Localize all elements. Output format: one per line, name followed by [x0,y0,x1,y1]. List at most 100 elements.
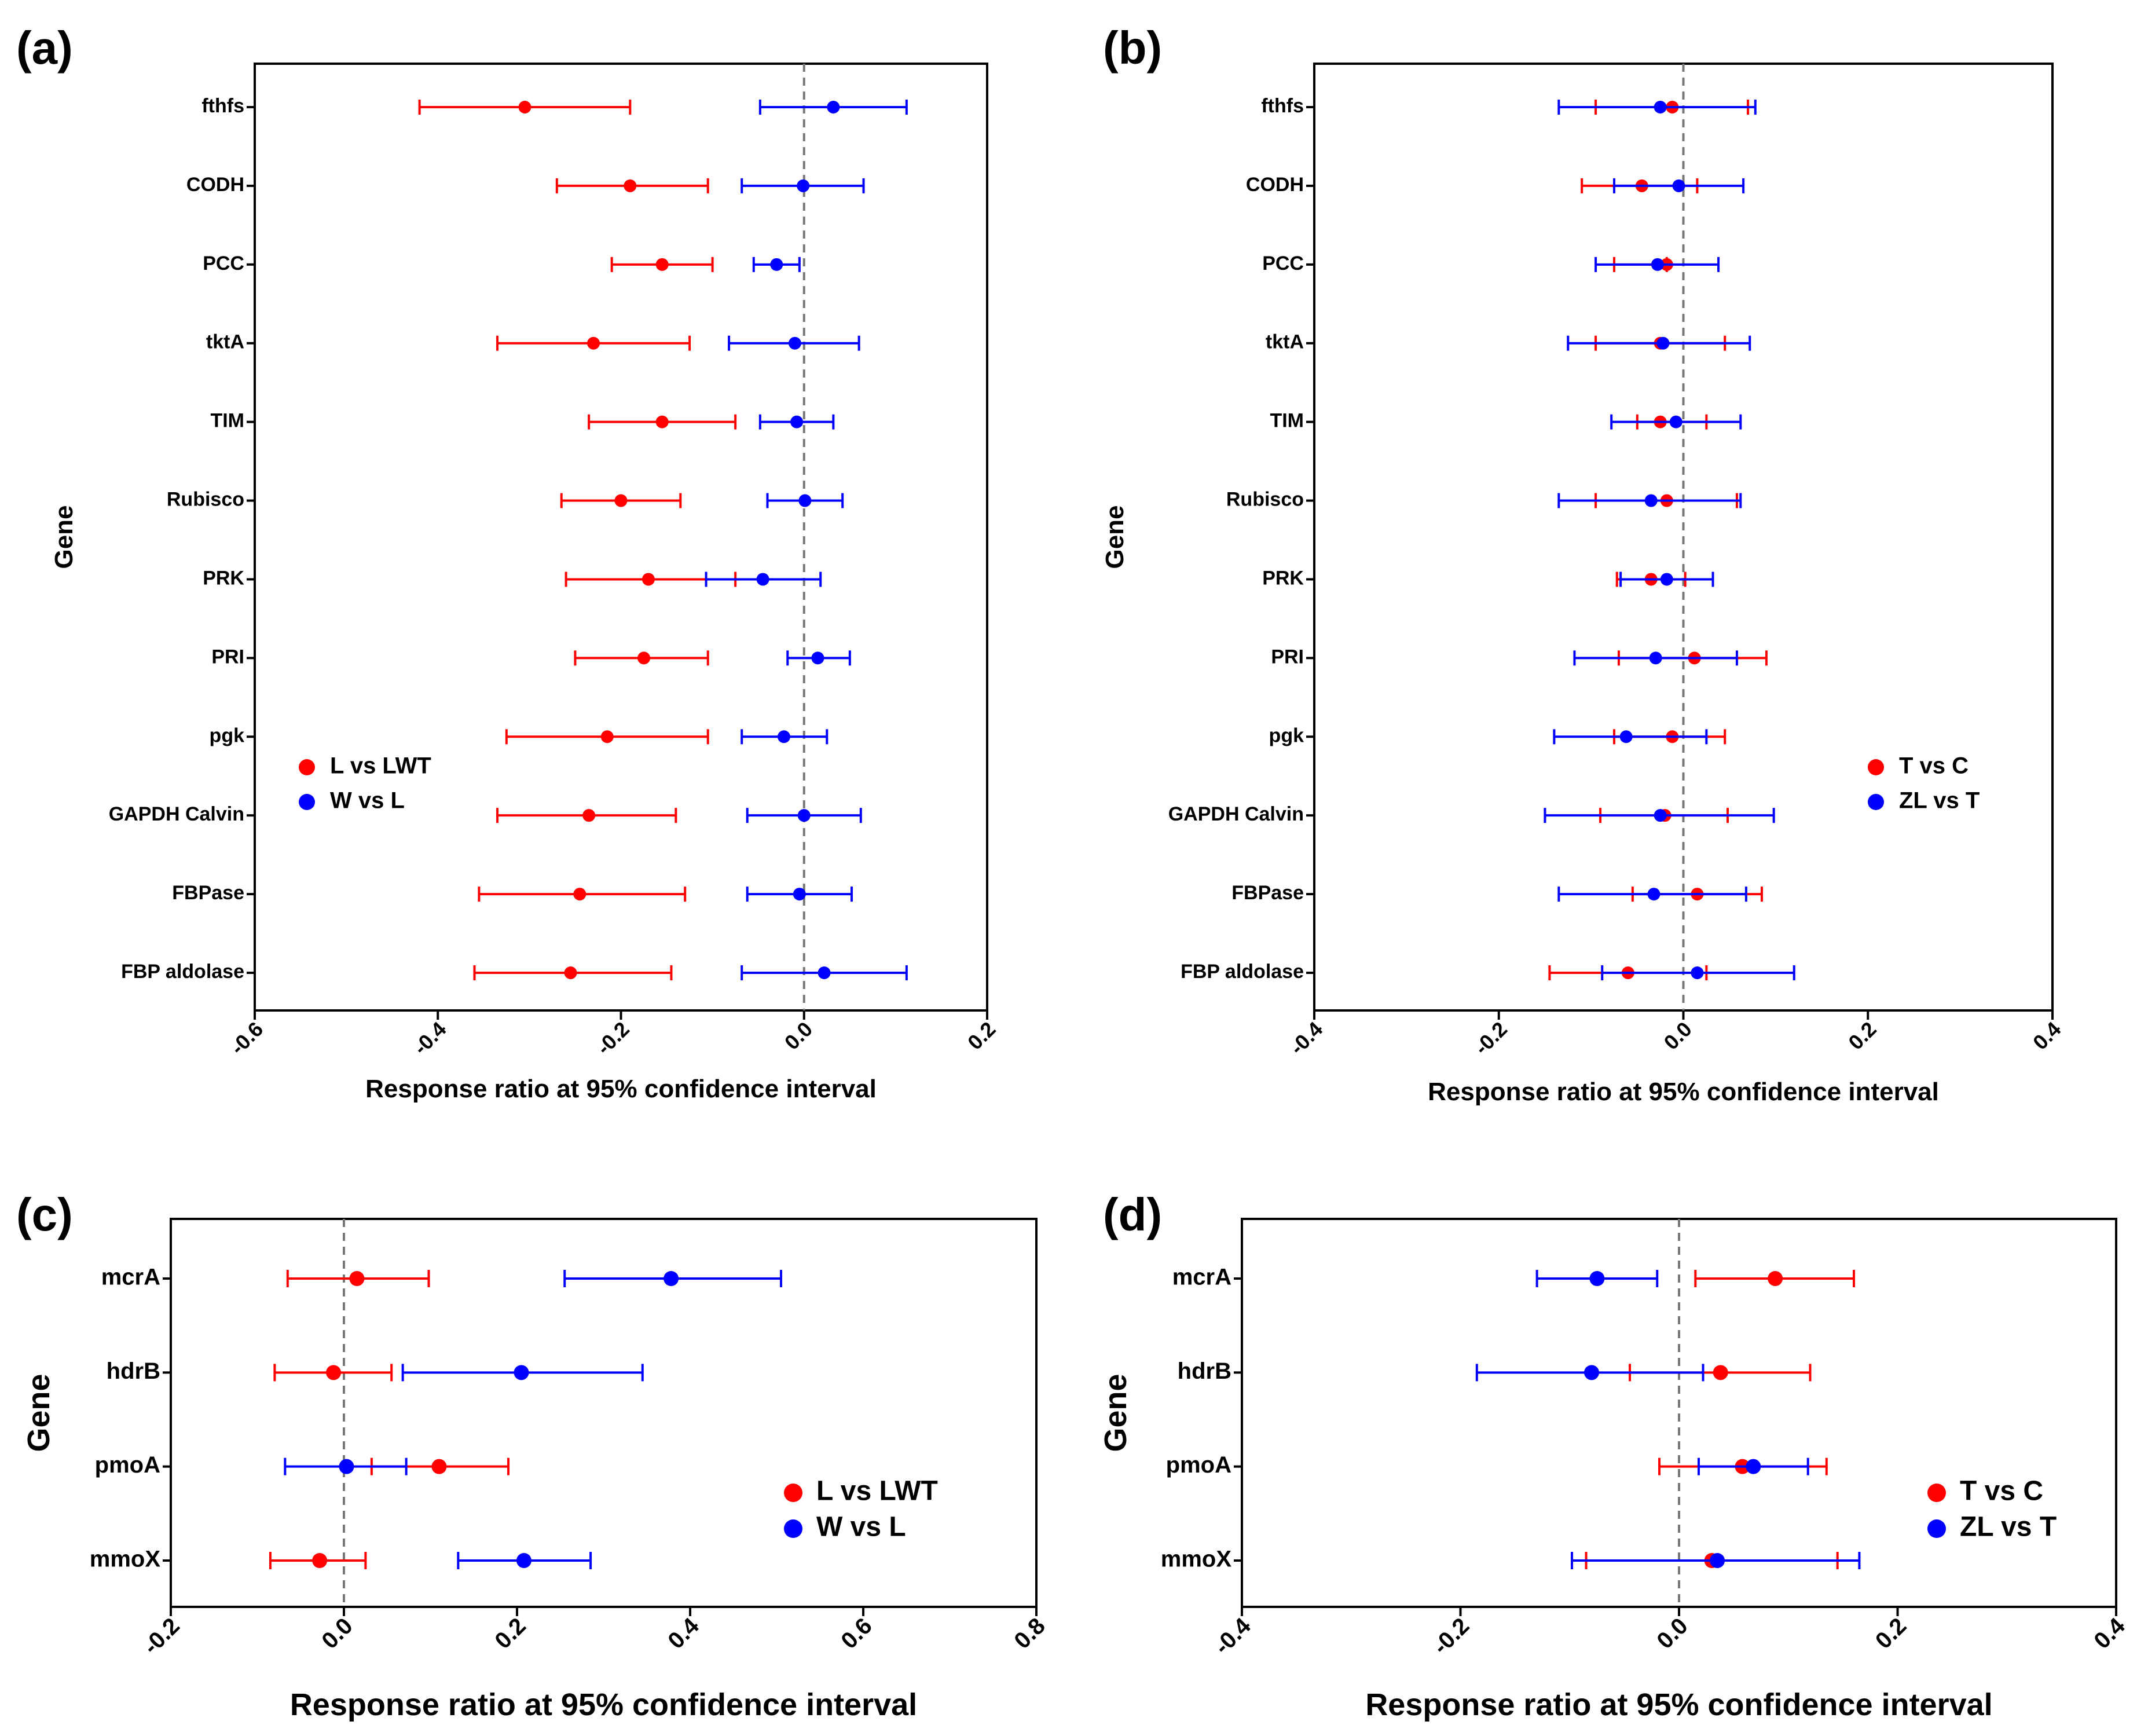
plot-frame [254,63,988,1012]
point-w-vs-l [797,179,810,192]
legend-marker [1927,1519,1946,1538]
legend-label: L vs LWT [330,753,431,779]
legend-label: ZL vs T [1899,788,1980,814]
gene-label: PCC [1262,252,1304,274]
gene-label: pmoA [1166,1452,1231,1478]
x-axis-title: Response ratio at 95% confidence interva… [1428,1078,1939,1106]
gene-label: tktA [206,331,244,353]
point-t-vs-c [1768,1271,1783,1286]
point-zl-vs-t [1656,336,1670,350]
x-tick-label: -0.2 [1469,1017,1512,1059]
x-tick-label: 0.0 [780,1017,817,1054]
point-zl-vs-t [1649,651,1662,665]
point-l-vs-lwt [431,1459,447,1474]
x-tick-label: 0.4 [2089,1613,2130,1654]
legend-label: T vs C [1899,753,1969,779]
legend-marker [1868,759,1884,775]
x-tick-label: -0.4 [1209,1613,1256,1659]
gene-label: TIM [1270,410,1304,432]
x-tick-label: 0.2 [1843,1017,1881,1054]
point-w-vs-l [793,888,806,901]
point-l-vs-lwt [614,494,628,507]
point-l-vs-lwt [655,415,669,428]
gene-label: PCC [203,252,244,274]
point-l-vs-lwt [349,1271,365,1286]
point-w-vs-l [339,1459,354,1474]
x-tick-label: 0.8 [1009,1613,1050,1654]
x-tick-label: 0.0 [1659,1017,1696,1054]
point-l-vs-lwt [624,179,637,192]
x-tick-label: 0.2 [963,1017,1000,1054]
x-tick-label: -0.6 [226,1017,268,1059]
panel-b: (b) -0.4 -0.2 0.0 0.2 0.4 fthfs CODH PCC tktA TIM R… [1101,22,2065,1106]
panel-label: (d) [1103,1189,1162,1240]
gene-label: fthfs [201,95,244,117]
legend-label: L vs LWT [816,1476,938,1507]
point-l-vs-lwt [582,809,596,822]
x-tick-label: 0.0 [1652,1613,1692,1654]
x-tick-label: 0.2 [490,1613,530,1654]
x-tick-label: 0.4 [663,1613,704,1654]
panel-label: (c) [16,1189,73,1240]
gene-label: PRI [211,646,244,668]
point-w-vs-l [797,809,811,822]
panel-d: (d) -0.4 -0.2 0.0 0.2 0.4 mcrA hdrB pmoA mmoX Resp… [1098,1189,2130,1722]
point-t-vs-c [1713,1365,1728,1380]
gene-label: PRK [203,567,244,589]
gene-label: mcrA [101,1265,160,1290]
y-axis-title: Gene [50,505,78,569]
panel-a: (a) -0.6 -0.4 -0.2 0.0 0.2 fthfs CODH PCC tktA TIM… [16,22,1000,1103]
point-l-vs-lwt [573,888,587,901]
point-w-vs-l [516,1553,531,1568]
point-l-vs-lwt [637,651,651,665]
point-w-vs-l [798,494,812,507]
point-zl-vs-t [1654,101,1667,113]
point-w-vs-l [770,258,783,271]
x-tick-label: -0.4 [409,1017,451,1059]
gene-label: CODH [186,174,244,196]
point-w-vs-l [811,651,824,665]
gene-label: GAPDH Calvin [109,803,244,825]
gene-label: CODH [1246,174,1304,196]
gene-label: tktA [1266,331,1304,353]
legend: T vs C ZL vs T [1868,753,1980,814]
legend-marker [784,1484,802,1502]
gene-label: mmoX [90,1547,161,1572]
x-axis-title: Response ratio at 95% confidence interva… [290,1687,917,1722]
legend-label: ZL vs T [1960,1512,2057,1543]
gene-label: pmoA [95,1452,160,1478]
panel-label: (b) [1103,22,1162,74]
x-tick-label: 0.2 [1871,1613,1911,1654]
gene-label: PRI [1271,646,1304,668]
gene-label: FBPase [1231,882,1304,904]
point-l-vs-lwt [600,730,614,744]
point-zl-vs-t [1746,1459,1761,1474]
point-w-vs-l [827,101,840,113]
point-w-vs-l [664,1271,679,1286]
point-w-vs-l [777,730,790,744]
panel-label: (a) [16,22,73,74]
legend-marker [1868,794,1884,810]
legend: L vs LWT W vs L [784,1476,938,1543]
gene-label: FBPase [172,882,244,904]
point-zl-vs-t [1691,966,1704,979]
point-w-vs-l [514,1365,529,1380]
gene-label: Rubisco [1226,489,1304,511]
point-zl-vs-t [1647,888,1661,901]
legend-label: W vs L [816,1512,906,1543]
legend-marker [299,759,315,775]
gene-label: fthfs [1261,95,1304,117]
point-l-vs-lwt [642,573,655,586]
y-axis-title: Gene [1098,1374,1133,1452]
gene-label: Rubisco [167,489,244,511]
gene-label: pgk [1269,724,1304,746]
legend-marker [1927,1484,1946,1502]
point-zl-vs-t [1584,1365,1599,1380]
point-l-vs-lwt [518,101,531,113]
gene-label: GAPDH Calvin [1168,803,1304,825]
gene-label: mmoX [1161,1547,1232,1572]
point-l-vs-lwt [655,258,669,271]
point-zl-vs-t [1589,1271,1605,1286]
gene-label: hdrB [1178,1358,1231,1384]
legend-label: W vs L [330,788,405,814]
